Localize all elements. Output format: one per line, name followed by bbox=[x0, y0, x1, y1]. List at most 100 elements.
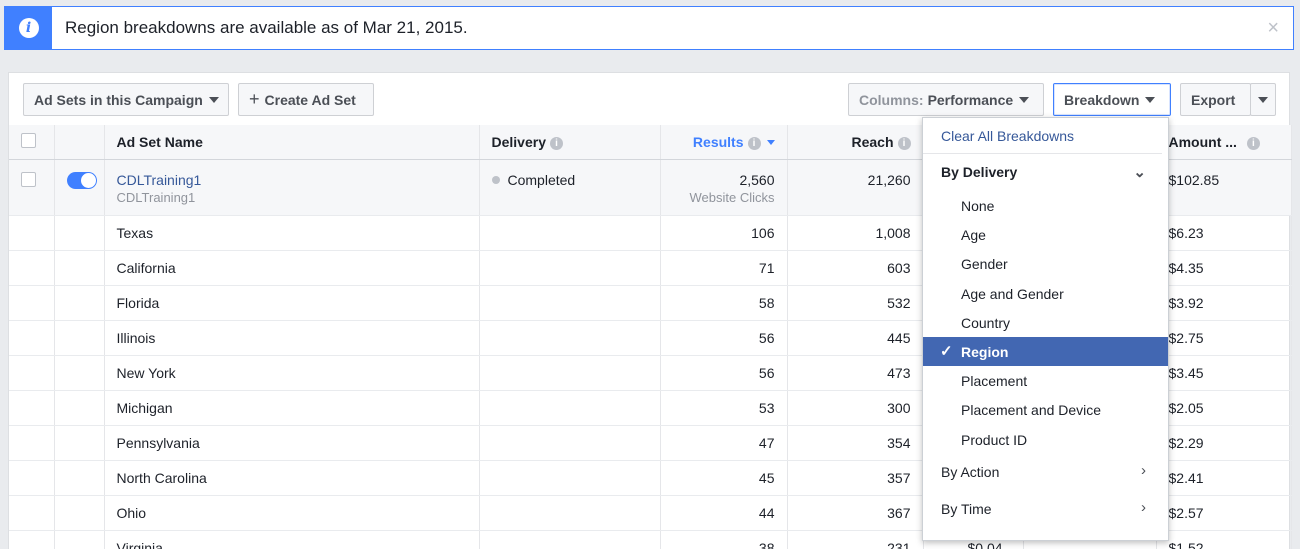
close-icon[interactable]: × bbox=[1267, 17, 1279, 39]
breakdown-label: Breakdown bbox=[1064, 91, 1140, 108]
region-amount: $2.75 bbox=[1156, 320, 1292, 356]
region-results: 56 bbox=[660, 320, 788, 356]
adset-toggle[interactable] bbox=[66, 171, 97, 189]
menu-item-age[interactable]: Age bbox=[961, 227, 986, 244]
region-amount: $2.57 bbox=[1156, 495, 1292, 531]
chevron-down-icon: ⌄ bbox=[1133, 164, 1146, 181]
toggle-cell bbox=[54, 159, 105, 216]
adset-results: 2,560 bbox=[739, 171, 775, 188]
chevron-right-icon: › bbox=[1141, 461, 1146, 479]
adsets-table: Ad Set Name Delivery i Results i Reach i Am… bbox=[9, 125, 1292, 549]
columns-prefix: Columns: bbox=[859, 91, 924, 108]
help-icon[interactable]: i bbox=[549, 136, 563, 150]
region-results: 58 bbox=[660, 285, 788, 321]
columns-value: Performance bbox=[927, 91, 1014, 108]
sort-desc-icon bbox=[766, 139, 775, 145]
col-header-delivery[interactable]: Delivery i bbox=[479, 125, 661, 160]
region-name: California bbox=[104, 250, 480, 286]
region-name: Virginia bbox=[104, 530, 480, 549]
by-delivery-section[interactable]: By Delivery ⌄ bbox=[923, 154, 1168, 191]
region-amount: $2.29 bbox=[1156, 425, 1292, 461]
columns-dropdown[interactable]: Columns: Performance bbox=[848, 83, 1044, 116]
region-results: 47 bbox=[660, 425, 788, 461]
caret-down-icon bbox=[1019, 96, 1030, 103]
by-action-label: By Action bbox=[941, 463, 1000, 480]
banner-text: Region breakdowns are available as of Ma… bbox=[65, 18, 468, 37]
region-reach: 357 bbox=[787, 460, 924, 496]
region-reach: 532 bbox=[787, 285, 924, 321]
region-amount: $1.52 bbox=[1156, 530, 1292, 549]
col-header-delivery-label: Delivery bbox=[491, 133, 546, 150]
info-icon: i bbox=[18, 18, 39, 38]
clear-breakdowns-link[interactable]: Clear All Breakdowns bbox=[923, 118, 1162, 154]
region-name: Ohio bbox=[104, 495, 480, 531]
help-icon[interactable]: i bbox=[747, 136, 761, 150]
region-name: Florida bbox=[104, 285, 480, 321]
breakdown-dropdown[interactable]: Breakdown bbox=[1053, 83, 1171, 116]
menu-item-age-gender[interactable]: Age and Gender bbox=[961, 285, 1064, 302]
region-amount: $3.45 bbox=[1156, 355, 1292, 391]
breakdown-menu: Clear All Breakdowns By Delivery ⌄ None … bbox=[922, 117, 1169, 541]
menu-item-country[interactable]: Country bbox=[961, 314, 1011, 331]
region-name: Pennsylvania bbox=[104, 425, 480, 461]
col-header-results[interactable]: Results i bbox=[660, 125, 788, 160]
region-reach: 367 bbox=[787, 495, 924, 531]
col-header-reach[interactable]: Reach i bbox=[787, 125, 924, 160]
adset-name-link[interactable]: CDLTraining1 bbox=[116, 171, 202, 188]
by-time-submenu[interactable]: By Time › bbox=[923, 491, 1168, 528]
menu-item-placement-device[interactable]: Placement and Device bbox=[961, 402, 1102, 419]
region-amount: $6.23 bbox=[1156, 215, 1292, 251]
region-name: North Carolina bbox=[104, 460, 480, 496]
region-reach: 231 bbox=[787, 530, 924, 549]
region-amount: $2.41 bbox=[1156, 460, 1292, 496]
region-results: 53 bbox=[660, 390, 788, 426]
col-header-name[interactable]: Ad Set Name bbox=[104, 125, 480, 160]
menu-item-placement[interactable]: Placement bbox=[961, 373, 1028, 390]
help-icon[interactable]: i bbox=[1246, 136, 1260, 150]
create-adset-button[interactable]: + Create Ad Set bbox=[238, 83, 374, 116]
adsets-scope-label: Ad Sets in this Campaign bbox=[34, 91, 203, 108]
adset-delivery: Completed bbox=[507, 171, 576, 188]
region-amount: $4.35 bbox=[1156, 250, 1292, 286]
adset-name-cell: CDLTraining1 CDLTraining1 bbox=[104, 159, 480, 216]
row-checkbox[interactable] bbox=[21, 171, 36, 187]
select-all-cell bbox=[9, 125, 55, 160]
by-time-label: By Time bbox=[941, 500, 992, 517]
adset-row[interactable]: CDLTraining1 CDLTraining1 Completed 2,56… bbox=[9, 159, 1292, 216]
region-name: Michigan bbox=[104, 390, 480, 426]
menu-item-region[interactable]: ✓ Region bbox=[923, 336, 1168, 367]
adset-results-cell: 2,560 Website Clicks bbox=[660, 159, 788, 216]
col-header-results-label: Results bbox=[692, 133, 744, 150]
adset-subname: CDLTraining1 bbox=[116, 189, 196, 205]
create-adset-label: Create Ad Set bbox=[264, 91, 356, 108]
adsets-scope-dropdown[interactable]: Ad Sets in this Campaign bbox=[23, 83, 229, 116]
region-results: 106 bbox=[660, 215, 788, 251]
table-row: Pennsylvania 47 354 $2.29 bbox=[9, 425, 1292, 461]
col-header-reach-label: Reach bbox=[851, 133, 894, 150]
region-name: Texas bbox=[104, 215, 480, 251]
adset-amount: $102.85 bbox=[1156, 159, 1292, 216]
checkmark-icon: ✓ bbox=[940, 342, 953, 360]
region-reach: 445 bbox=[787, 320, 924, 356]
caret-down-icon bbox=[208, 96, 219, 103]
help-icon[interactable]: i bbox=[897, 136, 911, 150]
toggle-header bbox=[54, 125, 105, 160]
region-results: 56 bbox=[660, 355, 788, 391]
menu-item-none[interactable]: None bbox=[961, 198, 995, 214]
menu-item-product-id[interactable]: Product ID bbox=[961, 431, 1028, 448]
by-action-submenu[interactable]: By Action › bbox=[923, 454, 1168, 491]
info-icon-box: i bbox=[5, 7, 52, 49]
menu-item-gender[interactable]: Gender bbox=[961, 256, 1008, 273]
select-all-checkbox[interactable] bbox=[21, 132, 36, 148]
col-header-amount[interactable]: Amount ... i bbox=[1156, 125, 1292, 160]
region-amount: $3.92 bbox=[1156, 285, 1292, 321]
row-checkbox-cell bbox=[9, 159, 55, 216]
region-amount: $2.05 bbox=[1156, 390, 1292, 426]
caret-down-icon bbox=[1258, 96, 1268, 103]
adset-delivery-cell: Completed bbox=[479, 159, 661, 216]
export-options-button[interactable] bbox=[1250, 83, 1276, 116]
col-header-name-label: Ad Set Name bbox=[116, 133, 203, 150]
caret-down-icon bbox=[1145, 96, 1156, 103]
export-button[interactable]: Export bbox=[1180, 83, 1251, 116]
adset-reach: 21,260 bbox=[787, 159, 924, 216]
